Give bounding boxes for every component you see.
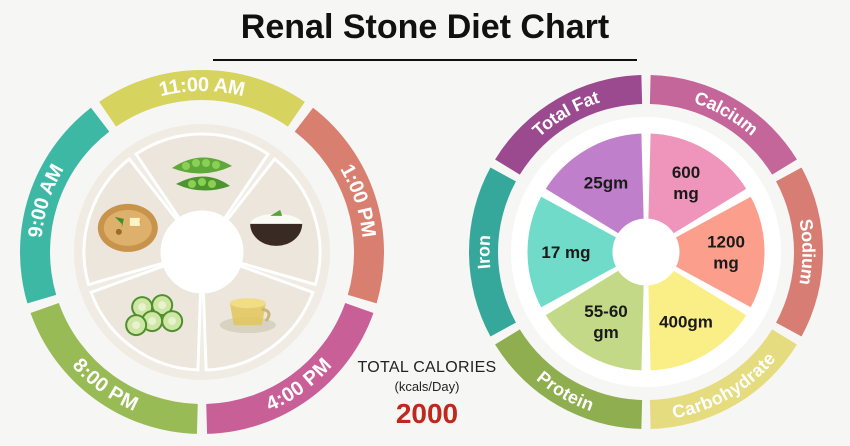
nutrient-band (649, 329, 797, 429)
total-calories-unit: (kcals/Day) (394, 379, 460, 394)
nutrient-value: 17 mg (541, 243, 590, 262)
total-calories-value: 2000 (395, 398, 459, 429)
nutrient-value: 25gm (584, 174, 628, 193)
nutrient-wheel-hub (614, 220, 678, 284)
nutrient-value: 400gm (659, 312, 713, 331)
nutrient-label: Sodium (795, 218, 818, 287)
nutrient-band (469, 167, 516, 337)
cucumber-salad-icon (125, 294, 184, 337)
meal-wheel-hub (162, 212, 242, 292)
nutrient-band (649, 75, 797, 175)
nutrient-value: 55-60 gm (584, 302, 627, 342)
paratha-icon (97, 203, 158, 252)
meal-time-band (99, 70, 305, 127)
meal-time-band (30, 302, 198, 434)
total-calories-title: TOTAL CALORIES (357, 359, 497, 376)
page-title: Renal Stone Diet Chart (240, 8, 610, 46)
green-peas-icon (172, 157, 232, 191)
meal-time-band (19, 107, 110, 304)
nutrient-label: Iron (473, 234, 494, 270)
title-underline (213, 59, 637, 61)
nutrient-value: 1200 mg (707, 233, 745, 273)
meal-time-band (206, 302, 374, 434)
nutrient-value: 600 mg (672, 163, 700, 203)
rice-bowl-icon (250, 209, 303, 246)
nutrient-band (495, 75, 643, 175)
meal-time-band (294, 107, 385, 304)
herbal-tea-icon (219, 298, 276, 334)
nutrient-band (495, 329, 643, 429)
nutrient-band (776, 167, 824, 337)
